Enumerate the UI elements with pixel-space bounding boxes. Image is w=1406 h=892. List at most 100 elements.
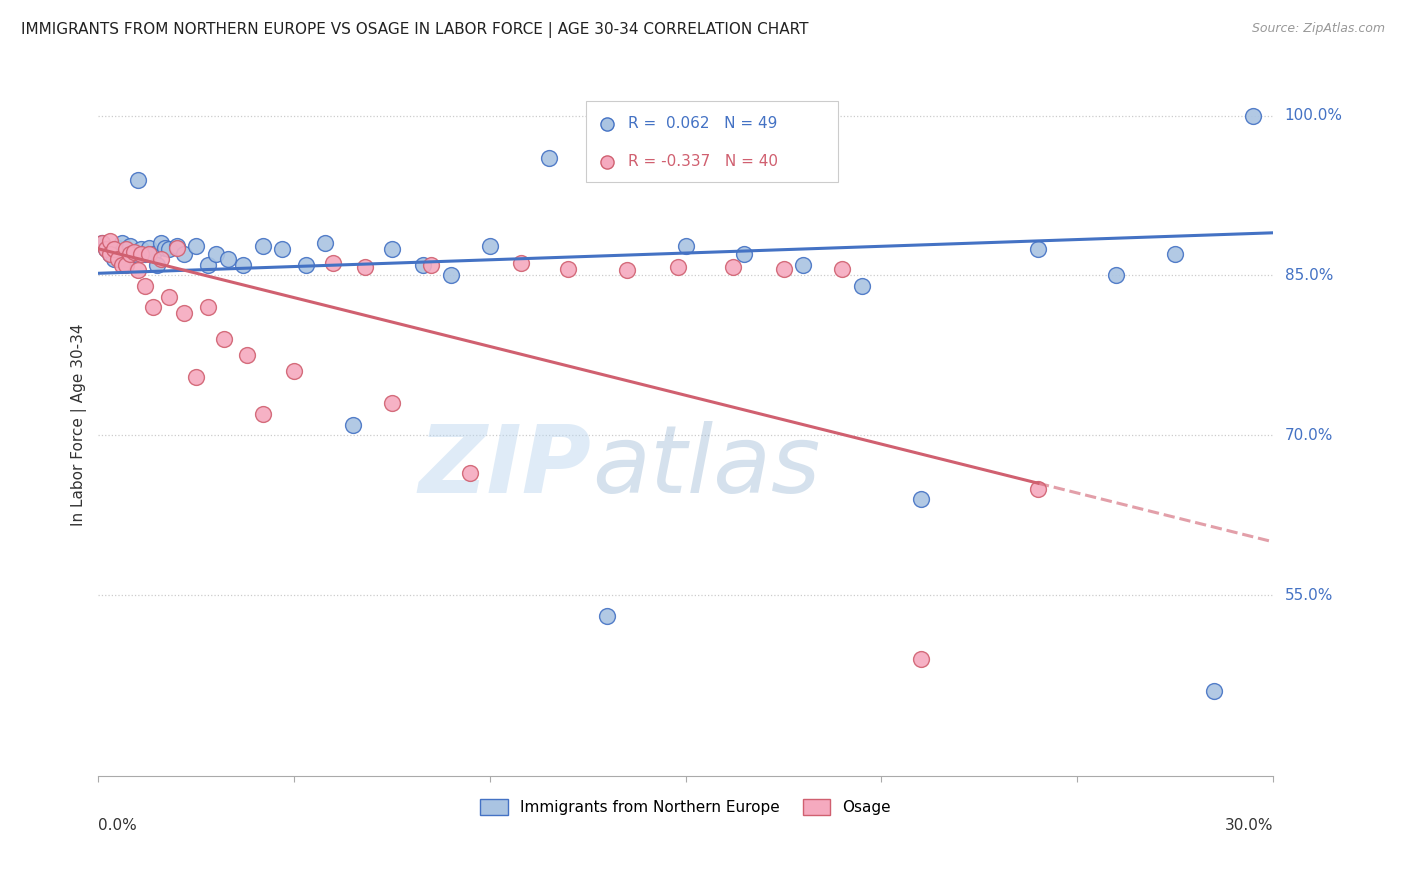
Point [381,242,404,256]
Point [353,260,375,274]
Point [138,241,160,255]
Text: 0.0%: 0.0% [98,818,138,833]
Point [98,247,121,261]
Point [122,244,145,259]
Point [458,466,481,480]
Point [91,236,114,251]
Point [236,348,259,362]
Point [96,242,118,256]
Point [232,258,254,272]
Y-axis label: In Labor Force | Age 30-34: In Labor Force | Age 30-34 [72,323,87,526]
Point [127,172,149,186]
FancyBboxPatch shape [586,101,838,182]
Point [134,279,156,293]
Point [675,238,697,252]
Point [157,290,180,304]
Text: atlas: atlas [592,421,820,512]
Point [204,247,226,261]
Text: 70.0%: 70.0% [1285,428,1333,442]
Point [107,252,129,267]
Point [150,252,173,267]
Point [1026,482,1049,496]
Point [111,236,134,251]
Point [910,492,932,507]
Point [1241,109,1264,123]
Point [103,242,125,256]
Point [103,242,125,256]
Point [271,242,294,256]
Text: 100.0%: 100.0% [1285,108,1343,123]
Point [98,235,121,249]
Point [537,151,560,165]
Point [118,247,141,261]
Point [252,238,274,252]
Text: 30.0%: 30.0% [1225,818,1272,833]
Point [122,247,145,261]
Point [733,247,755,261]
Point [910,652,932,666]
Point [91,236,114,251]
Point [153,241,176,255]
Point [1026,242,1049,256]
Point [1105,268,1128,283]
Text: R =  0.062   N = 49: R = 0.062 N = 49 [628,116,778,131]
Point [142,301,165,315]
Point [217,252,239,267]
Point [831,262,853,277]
Point [283,364,305,378]
Point [107,247,129,261]
Point [118,238,141,252]
Point [142,247,165,261]
Point [322,255,344,269]
Point [596,609,619,624]
Point [114,258,136,272]
Text: 85.0%: 85.0% [1285,268,1333,283]
Point [666,260,689,274]
Point [314,236,336,251]
Point [412,258,434,272]
Point [252,407,274,421]
Point [98,247,121,261]
Point [114,242,136,256]
Text: Source: ZipAtlas.com: Source: ZipAtlas.com [1251,22,1385,36]
Point [1164,247,1187,261]
Point [157,242,180,256]
Point [166,241,188,255]
Point [440,268,463,283]
Point [510,255,533,269]
Point [134,247,156,261]
Point [114,244,136,259]
Point [127,263,149,277]
Point [131,247,153,261]
Point [420,258,443,272]
Text: 55.0%: 55.0% [1285,588,1333,603]
Point [616,263,638,277]
Point [150,236,173,251]
Point [851,279,873,293]
Point [111,258,134,272]
Point [166,238,188,252]
Point [197,258,219,272]
Point [186,238,208,252]
Point [557,262,579,277]
Point [173,247,195,261]
Point [107,241,129,255]
Point [772,262,794,277]
Text: R = -0.337   N = 40: R = -0.337 N = 40 [628,154,778,169]
Point [197,301,219,315]
Point [212,332,235,346]
Point [792,258,814,272]
Point [342,417,364,432]
Point [186,369,208,384]
Legend: Immigrants from Northern Europe, Osage: Immigrants from Northern Europe, Osage [474,793,897,822]
Point [146,258,169,272]
Point [131,242,153,256]
Point [114,252,136,267]
Point [1204,684,1226,698]
Point [103,252,125,267]
Point [295,258,318,272]
Text: IMMIGRANTS FROM NORTHERN EUROPE VS OSAGE IN LABOR FORCE | AGE 30-34 CORRELATION : IMMIGRANTS FROM NORTHERN EUROPE VS OSAGE… [21,22,808,38]
Point [478,238,501,252]
Point [138,247,160,261]
Point [173,306,195,320]
